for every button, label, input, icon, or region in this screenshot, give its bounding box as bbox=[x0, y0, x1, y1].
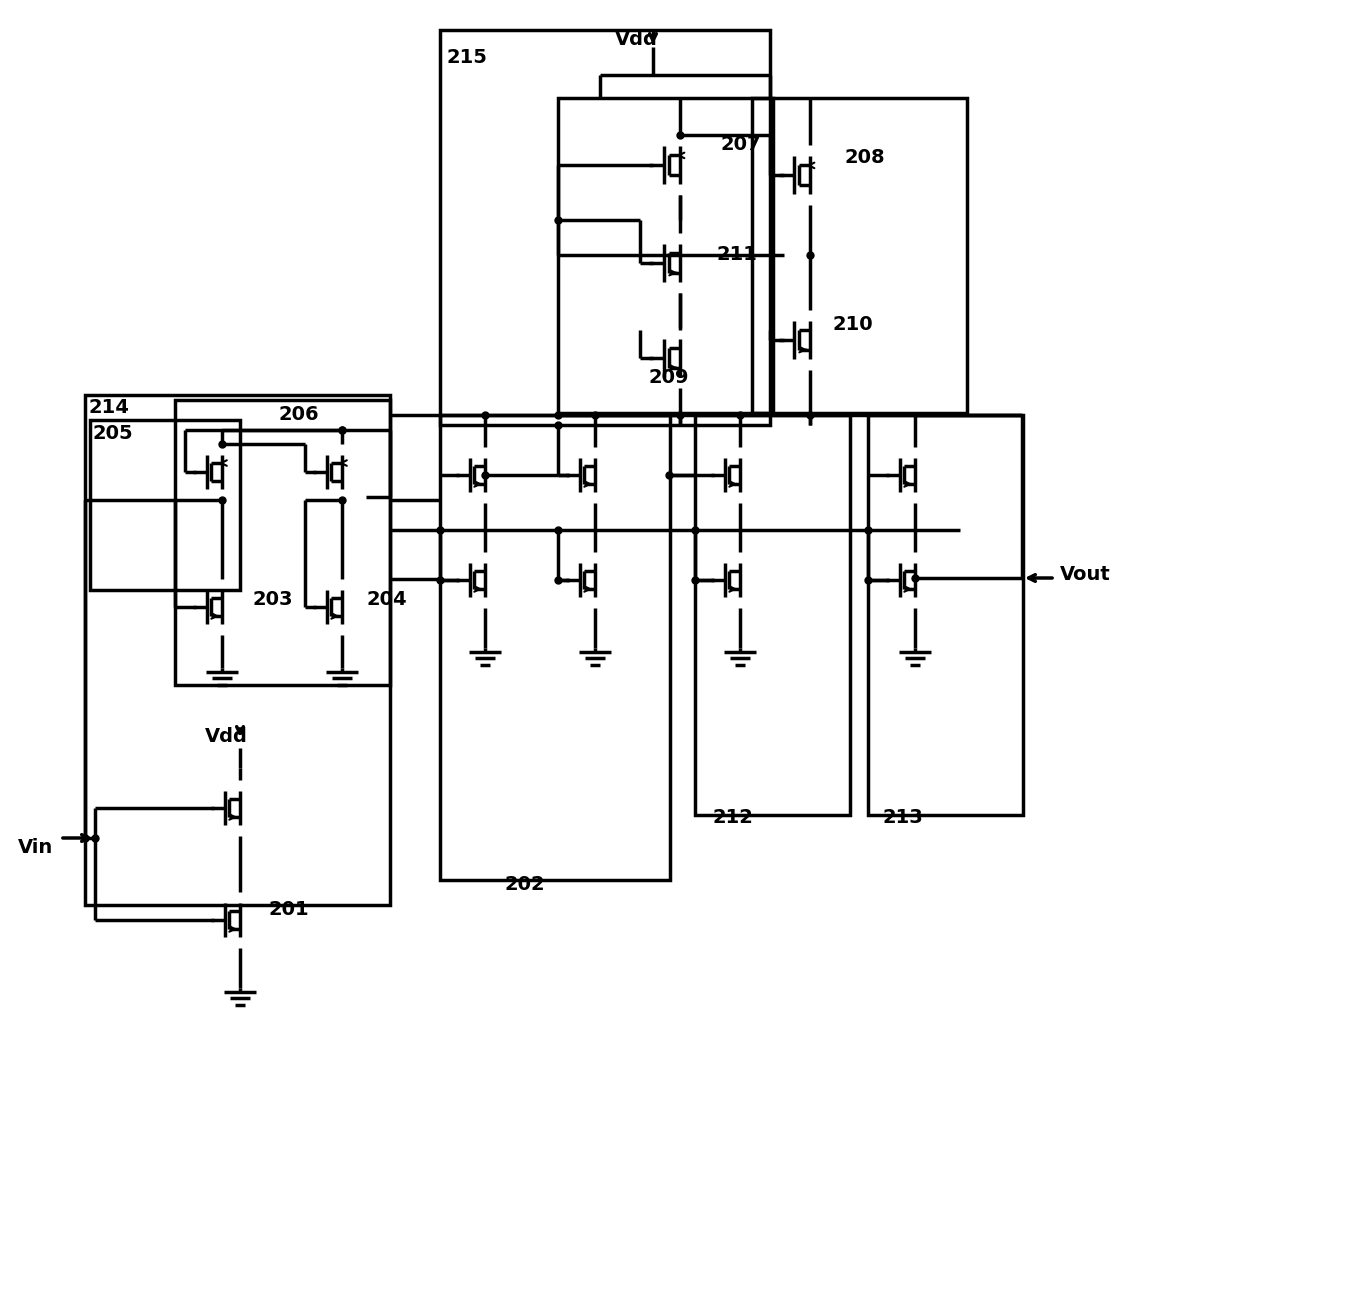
Text: 212: 212 bbox=[712, 808, 754, 827]
Text: 201: 201 bbox=[268, 900, 309, 918]
Text: 204: 204 bbox=[367, 590, 407, 609]
Text: 206: 206 bbox=[278, 405, 318, 424]
Text: 207: 207 bbox=[720, 135, 760, 154]
Bar bbox=[439, 415, 670, 880]
Bar bbox=[558, 98, 772, 413]
Text: 203: 203 bbox=[252, 590, 293, 609]
Text: 213: 213 bbox=[883, 808, 923, 827]
Text: Vdd: Vdd bbox=[205, 728, 248, 746]
Text: Vdd: Vdd bbox=[615, 30, 658, 49]
Bar bbox=[175, 400, 390, 685]
Bar bbox=[752, 98, 967, 413]
Text: Vout: Vout bbox=[1060, 565, 1111, 584]
Text: 211: 211 bbox=[717, 245, 758, 264]
Text: 209: 209 bbox=[648, 368, 689, 387]
Text: 214: 214 bbox=[88, 399, 129, 417]
Text: 210: 210 bbox=[833, 315, 874, 334]
Text: 205: 205 bbox=[93, 424, 133, 442]
Bar bbox=[85, 395, 390, 906]
Bar bbox=[868, 415, 1023, 815]
Bar bbox=[696, 415, 851, 815]
Bar bbox=[90, 421, 240, 590]
Bar bbox=[439, 30, 770, 424]
Text: 208: 208 bbox=[845, 148, 886, 166]
Text: Vin: Vin bbox=[18, 838, 54, 857]
Text: 215: 215 bbox=[448, 48, 488, 67]
Text: 202: 202 bbox=[506, 875, 546, 894]
